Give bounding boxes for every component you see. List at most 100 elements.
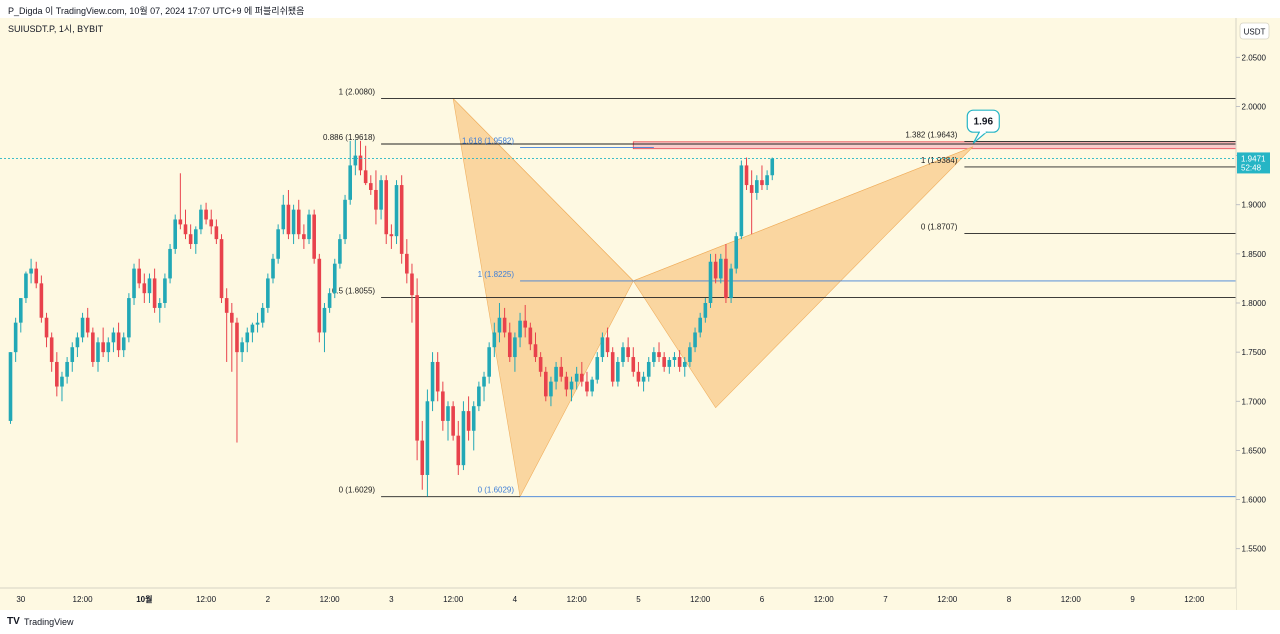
time-axis[interactable]: 30 12:00 10월 12:00 2 12:00 3 12:00 4 12:00 5 12:00 6… [16,594,1205,604]
candle-body [703,303,708,318]
candle-body [636,371,641,382]
y-tick-label: 1.6000 [1242,496,1267,505]
candle-body [739,165,744,237]
price-axis-background[interactable] [1236,18,1280,610]
fib-right-label-2: 0 (1.8707) [921,223,958,232]
candle-body [85,317,90,333]
candle-body [348,165,353,200]
candle-body [245,332,250,343]
prz-zone [632,141,1278,150]
candle-body [497,317,502,333]
y-tick-label: 1.7000 [1242,397,1267,406]
candle-body [214,226,219,240]
candle-body [410,273,414,296]
candle-body [657,352,661,358]
candle-body [281,204,286,230]
x-tick-label: 30 [16,595,25,604]
fib-black-label-2: 0.5 (1.8055) [332,287,375,296]
y-tick-label: 1.6500 [1242,446,1267,455]
candle-body [49,337,54,362]
y-tick-label: 1.8000 [1242,299,1267,308]
fib-right-label-0: 1.382 (1.9643) [905,131,957,140]
currency-box[interactable] [1239,22,1270,40]
x-tick-label: 12:00 [196,595,217,604]
tradingview-logo-icon[interactable]: TV [7,616,20,627]
footer-brand[interactable]: TradingView [24,617,74,627]
price-axis[interactable]: 2.05002.00001.95001.90001.85001.80001.75… [1236,53,1267,554]
fib-blue: 1.618 (1.9582) 1 (1.8225) 0 (1.6029) [462,137,1236,498]
candle-body [518,320,522,338]
candle-body [626,347,630,358]
candle-body [338,239,342,264]
candle-body [317,258,322,333]
fib-black: 1 (2.0080) 0.886 (1.9618) 0.5 (1.8055) 0 (1… [323,88,1236,498]
candle-body [523,320,527,328]
price-tag-box [1237,152,1270,174]
candle-body [760,180,764,186]
candle-body [374,189,378,210]
chart-frame[interactable]: 1 (2.0080) 0.886 (1.9618) 0.5 (1.8055) 0 (1… [0,18,1280,610]
candle-body [204,209,208,220]
fib-blue-label-2: 0 (1.6029) [478,486,515,495]
candle-body [152,278,157,308]
candle-body [672,357,677,360]
candle-body [394,185,399,237]
symbol-legend[interactable]: SUIUSDT.P, 1시, BYBIT [8,24,104,34]
candle-body [111,332,116,343]
y-tick-label: 1.5500 [1242,545,1267,554]
candle-body [667,360,672,367]
zone-layer [632,141,1278,150]
fib-right: 1.382 (1.9643) 1 (1.9384) 0 (1.8707) [905,131,1236,234]
fib-black-label-3: 0 (1.6029) [339,486,376,495]
candle-body [507,332,512,358]
candle-body [209,219,214,227]
candle-body [430,361,435,402]
candle-body [399,185,404,254]
x-tick-label: 5 [636,595,641,604]
candle-body [487,347,491,377]
price-chart[interactable]: 1 (2.0080) 0.886 (1.9618) 0.5 (1.8055) 0 (1… [0,18,1280,610]
candle-body [389,234,394,237]
candle-body [271,258,275,279]
candle-body [425,401,430,475]
candle-body [55,361,59,387]
time-axis-background[interactable] [0,588,1236,610]
candle-body [250,324,255,333]
candle-body [415,295,419,441]
candle-body [585,381,589,392]
candle-body [718,258,723,279]
y-tick-label: 2.0500 [1242,53,1267,62]
candle-body [368,183,373,190]
candle-body [101,342,105,353]
candle-body [178,219,183,225]
candle-body [646,361,651,377]
price-tag-countdown: 52:48 [1241,163,1262,172]
x-tick-label: 12:00 [937,595,958,604]
price-callout[interactable]: 1.96 [966,109,1000,144]
x-tick-label: 12:00 [443,595,464,604]
fibonacci-levels[interactable]: 1 (2.0080) 0.886 (1.9618) 0.5 (1.8055) 0 (1… [323,88,1236,498]
candle-body [29,268,33,274]
candle-body [441,391,445,421]
fib-black-label-0: 1 (2.0080) [339,88,376,97]
candle-body [266,278,270,308]
x-tick-label: 3 [389,595,394,604]
candle-body [538,357,543,372]
callout-label: 1.96 [974,117,994,128]
candle-body [34,268,39,284]
candle-body [379,180,383,210]
candle-body [224,298,229,313]
candle-body [137,268,141,284]
candle-body [482,376,486,387]
candle-body [466,411,471,431]
candle-body [543,371,548,397]
candle-body [142,283,147,294]
candle-body [420,440,425,475]
candle-body [173,219,178,249]
fib-blue-label-1: 1 (1.8225) [478,270,515,279]
candle-body [60,376,64,387]
candle-body [610,352,615,382]
candle-body [744,165,749,186]
candle-body [729,268,733,299]
